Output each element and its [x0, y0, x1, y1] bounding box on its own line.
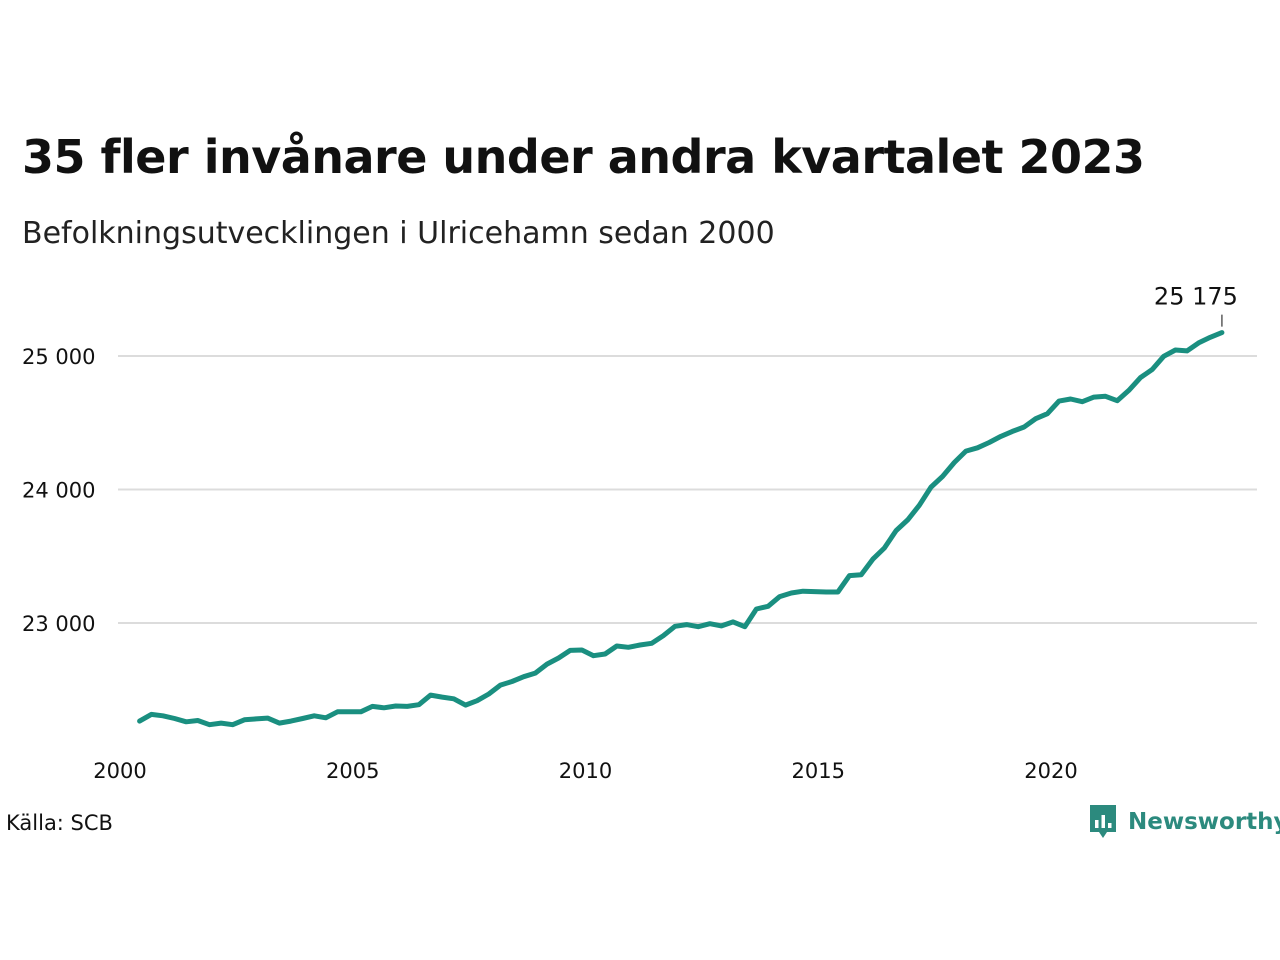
x-tick-label: 2000	[93, 759, 146, 783]
x-tick-label: 2005	[326, 759, 379, 783]
y-tick-label: 23 000	[22, 612, 95, 636]
newsworthy-logo: Newsworthy	[1088, 803, 1280, 841]
y-tick-label: 24 000	[22, 479, 95, 503]
chart-title: 35 fler invånare under andra kvartalet 2…	[22, 130, 1145, 184]
x-tick-label: 2010	[559, 759, 612, 783]
brand-name: Newsworthy	[1128, 809, 1280, 835]
grid-lines	[118, 355, 1257, 624]
y-axis-ticks: 23 000 24 000 25 000	[22, 345, 95, 636]
population-series-line	[137, 330, 1225, 728]
chart-subtitle: Befolkningsutvecklingen i Ulricehamn sed…	[22, 216, 775, 251]
source-note: Källa: SCB	[6, 811, 113, 835]
x-tick-label: 2015	[792, 759, 845, 783]
newsworthy-logo-icon	[1090, 805, 1116, 838]
y-tick-label: 25 000	[22, 345, 95, 369]
x-tick-label: 2020	[1024, 759, 1077, 783]
end-value-label: 25 175	[1154, 283, 1238, 311]
x-axis-ticks: 2000 2005 2010 2015 2020	[93, 759, 1077, 783]
